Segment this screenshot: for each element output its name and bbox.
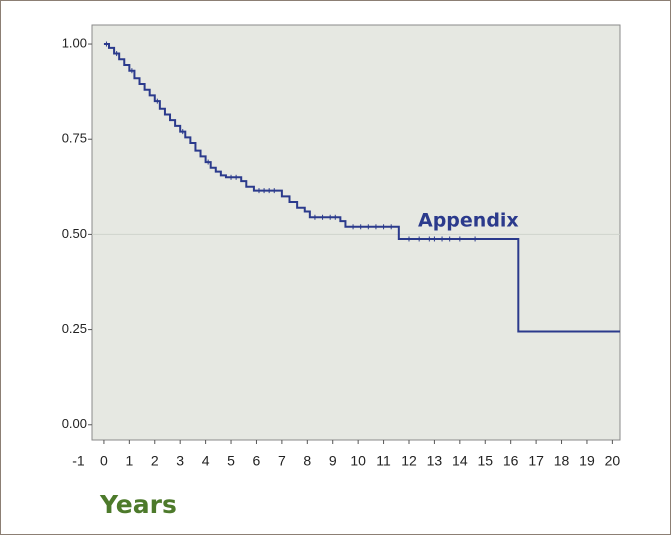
survival-curve (103, 43, 620, 333)
x-tick-label: -1 (72, 453, 85, 469)
x-tick-label: 1 (125, 453, 133, 469)
x-tick-label: 7 (278, 453, 286, 469)
x-tick-label: 20 (605, 453, 621, 469)
x-tick-label: 6 (253, 453, 261, 469)
x-axis-label: Years (99, 490, 177, 519)
y-tick-label: 0.75 (62, 131, 87, 146)
y-tick-label: 0.00 (62, 416, 87, 431)
x-tick-label: 16 (503, 453, 519, 469)
x-tick-label: 2 (151, 453, 159, 469)
x-tick-label: 10 (350, 453, 366, 469)
x-tick-label: 19 (579, 453, 595, 469)
x-tick-label: 8 (303, 453, 311, 469)
x-tick-label: 14 (452, 453, 468, 469)
x-tick-label: 18 (554, 453, 570, 469)
curve-label: Appendix (418, 210, 519, 232)
x-tick-label: 11 (376, 453, 391, 469)
x-tick-label: 0 (100, 453, 108, 469)
plot-area (91, 24, 621, 441)
y-tick-label: 1.00 (62, 35, 87, 50)
x-tick-label: 12 (401, 453, 417, 469)
x-tick-label: 5 (227, 453, 235, 469)
x-tick-label: 13 (427, 453, 443, 469)
y-tick-label: 0.50 (62, 226, 87, 241)
y-tick-label: 0.25 (62, 321, 87, 336)
x-tick-label: 9 (329, 453, 337, 469)
x-tick-label: 17 (528, 453, 544, 469)
x-tick-label: 15 (477, 453, 493, 469)
x-tick-label: 4 (202, 453, 210, 469)
x-tick-label: 3 (176, 453, 184, 469)
